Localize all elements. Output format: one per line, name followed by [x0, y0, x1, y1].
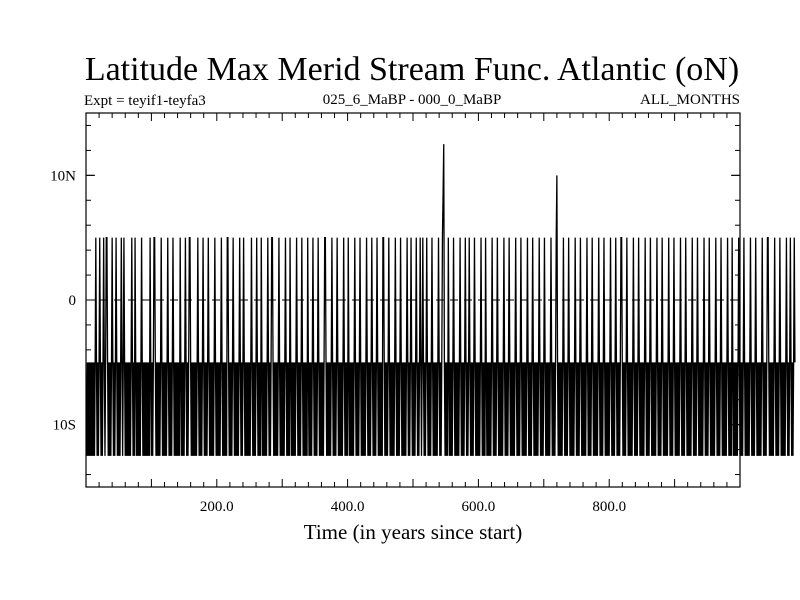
chart-title: Latitude Max Merid Stream Func. Atlantic…: [85, 51, 739, 88]
x-tick-label: 800.0: [592, 499, 626, 515]
chart-subtitle-left: Expt = teyif1-teyfa3: [84, 93, 206, 109]
y-tick-label: 0: [69, 293, 77, 309]
chart-subtitle-right: ALL_MONTHS: [640, 92, 740, 108]
plot-area-frame: [85, 112, 741, 488]
ticks-layer: [86, 113, 740, 487]
y-tick-label: 10N: [50, 168, 76, 184]
chart-subtitle-center: 025_6_MaBP - 000_0_MaBP: [323, 92, 502, 108]
x-tick-label: 200.0: [200, 499, 234, 515]
y-tick-labels: 10N 0 10S: [50, 168, 76, 433]
series-layer: [86, 144, 796, 456]
x-axis-label: Time (in years since start): [304, 520, 523, 544]
x-tick-label: 400.0: [331, 499, 365, 515]
x-tick-labels: 200.0 400.0 600.0 800.0: [200, 499, 626, 515]
series-line-0: [86, 144, 796, 456]
x-tick-label: 600.0: [462, 499, 496, 515]
y-tick-label: 10S: [53, 418, 76, 434]
